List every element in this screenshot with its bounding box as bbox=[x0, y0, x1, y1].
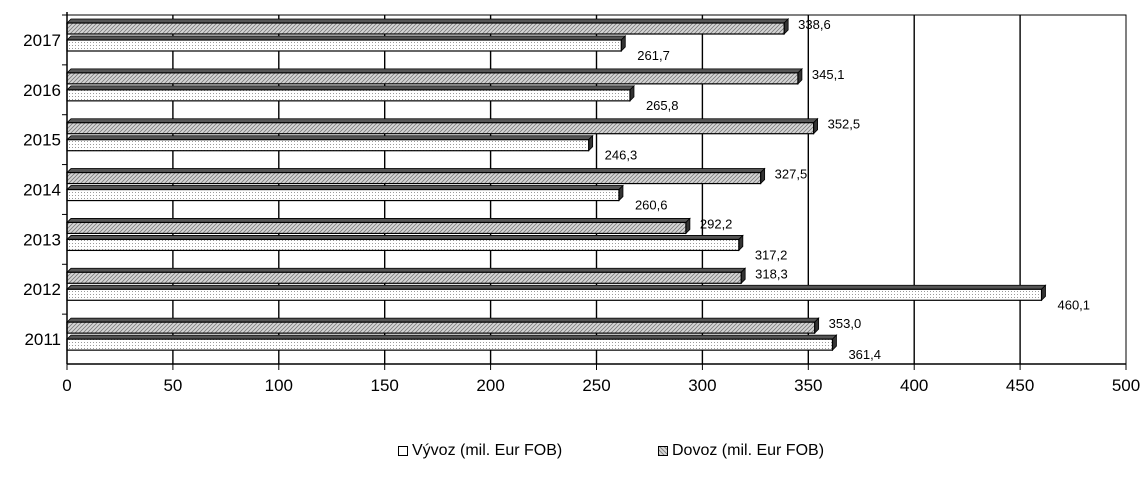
bar-import bbox=[66, 18, 790, 35]
data-label-export: 317,2 bbox=[755, 247, 788, 262]
legend-swatch-export bbox=[398, 446, 408, 456]
bar-export bbox=[66, 334, 838, 352]
y-tick-label: 2016 bbox=[23, 81, 61, 100]
x-tick-label: 0 bbox=[62, 376, 71, 395]
y-tick-label: 2015 bbox=[23, 131, 61, 150]
x-tick-label: 400 bbox=[900, 376, 928, 395]
x-tick-label: 50 bbox=[163, 376, 182, 395]
bar-chart: 0 50 100 150 200 250 300 350 400 450 500 2011 2012 20… bbox=[23, 12, 1140, 395]
bar-import bbox=[66, 267, 747, 285]
bar-export bbox=[66, 35, 627, 52]
bar-export bbox=[66, 134, 594, 152]
data-label-export: 260,6 bbox=[635, 198, 668, 213]
data-label-export: 246,3 bbox=[605, 148, 638, 163]
data-label-import: 318,3 bbox=[755, 266, 788, 281]
data-label-export: 261,7 bbox=[637, 48, 670, 63]
x-tick-label: 450 bbox=[1006, 376, 1034, 395]
legend-swatch-import bbox=[658, 446, 668, 456]
legend-item-export: Vývoz (mil. Eur FOB) bbox=[398, 442, 562, 460]
legend-item-import: Dovoz (mil. Eur FOB) bbox=[658, 442, 824, 460]
bar-export bbox=[66, 84, 635, 102]
bar-export bbox=[66, 234, 744, 252]
y-tick-label: 2013 bbox=[23, 230, 61, 249]
bar-import bbox=[66, 117, 819, 135]
x-tick-label: 150 bbox=[371, 376, 399, 395]
data-label-export: 265,8 bbox=[646, 98, 679, 113]
data-label-export: 361,4 bbox=[848, 347, 881, 362]
bar-import bbox=[66, 317, 820, 335]
x-tick-label: 300 bbox=[688, 376, 716, 395]
bar-import bbox=[66, 67, 803, 85]
y-tick-label: 2014 bbox=[23, 181, 61, 200]
y-tick-label: 2012 bbox=[23, 280, 61, 299]
legend-label-export: Vývoz (mil. Eur FOB) bbox=[412, 442, 563, 459]
bar-import bbox=[66, 217, 691, 235]
data-label-import: 345,1 bbox=[812, 67, 845, 82]
x-tick-label: 200 bbox=[476, 376, 504, 395]
x-tick-label: 500 bbox=[1112, 376, 1140, 395]
y-tick-label: 2017 bbox=[23, 31, 61, 50]
legend: Vývoz (mil. Eur FOB) Dovoz (mil. Eur FOB… bbox=[0, 442, 1143, 468]
y-tick-label: 2011 bbox=[24, 330, 61, 349]
legend-label-import: Dovoz (mil. Eur FOB) bbox=[672, 442, 825, 459]
x-tick-label: 250 bbox=[582, 376, 610, 395]
data-label-import: 352,5 bbox=[828, 117, 861, 132]
bar-export bbox=[66, 184, 624, 202]
bar-export bbox=[66, 284, 1047, 302]
data-label-export: 460,1 bbox=[1057, 297, 1090, 312]
data-label-import: 338,6 bbox=[798, 17, 831, 32]
x-tick-label: 100 bbox=[265, 376, 293, 395]
data-label-import: 327,5 bbox=[775, 167, 808, 182]
data-label-import: 353,0 bbox=[829, 316, 862, 331]
data-label-import: 292,2 bbox=[700, 216, 733, 231]
bar-import bbox=[66, 167, 766, 185]
x-tick-label: 350 bbox=[794, 376, 822, 395]
